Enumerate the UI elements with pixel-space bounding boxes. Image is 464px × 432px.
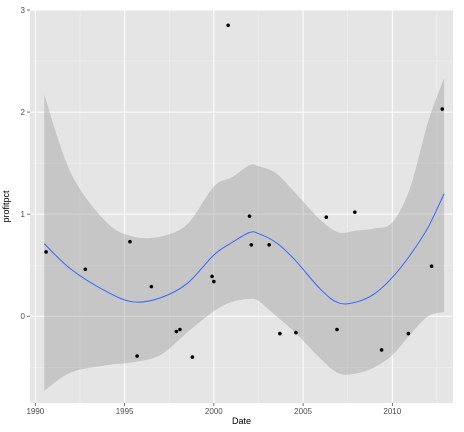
x-tick-label: 2000 bbox=[205, 407, 223, 416]
data-points bbox=[44, 23, 445, 359]
data-point bbox=[249, 242, 254, 247]
data-point bbox=[267, 242, 271, 247]
x-axis-ticks: 1990 1995 2000 2005 2010 bbox=[26, 403, 402, 416]
y-axis-title: profitpct bbox=[1, 190, 11, 223]
y-tick-label: 1 bbox=[21, 210, 26, 219]
data-point bbox=[190, 355, 195, 359]
minor-gridlines bbox=[30, 10, 453, 403]
y-tick-label: 2 bbox=[21, 108, 26, 117]
data-point bbox=[135, 354, 139, 358]
smooth-line bbox=[43, 193, 445, 305]
data-point bbox=[178, 327, 182, 332]
data-point bbox=[324, 215, 329, 220]
data-point bbox=[353, 210, 357, 214]
x-tick-label: 1990 bbox=[26, 407, 44, 416]
data-point bbox=[226, 23, 230, 28]
data-point bbox=[379, 348, 384, 352]
data-point bbox=[128, 239, 132, 244]
data-point bbox=[149, 284, 154, 289]
y-tick-label: 3 bbox=[21, 6, 26, 15]
data-point bbox=[440, 107, 445, 111]
data-point bbox=[174, 329, 179, 334]
x-axis-title: Date bbox=[232, 416, 251, 426]
data-point bbox=[278, 331, 282, 336]
data-point bbox=[210, 274, 214, 279]
data-point bbox=[44, 250, 48, 254]
x-tick-label: 2005 bbox=[294, 407, 312, 416]
data-point bbox=[406, 331, 411, 336]
data-point bbox=[212, 279, 216, 284]
x-tick-label: 1995 bbox=[116, 407, 134, 416]
plot-panel bbox=[30, 10, 453, 403]
data-point bbox=[83, 267, 88, 272]
x-tick-label: 2010 bbox=[383, 407, 401, 416]
data-point bbox=[294, 330, 298, 335]
major-gridlines bbox=[30, 9, 453, 403]
data-point bbox=[335, 327, 339, 332]
data-point bbox=[247, 214, 252, 218]
data-point bbox=[429, 264, 434, 269]
y-tick-label: 0 bbox=[21, 312, 26, 321]
y-axis-ticks: 0 1 2 3 bbox=[21, 6, 30, 321]
